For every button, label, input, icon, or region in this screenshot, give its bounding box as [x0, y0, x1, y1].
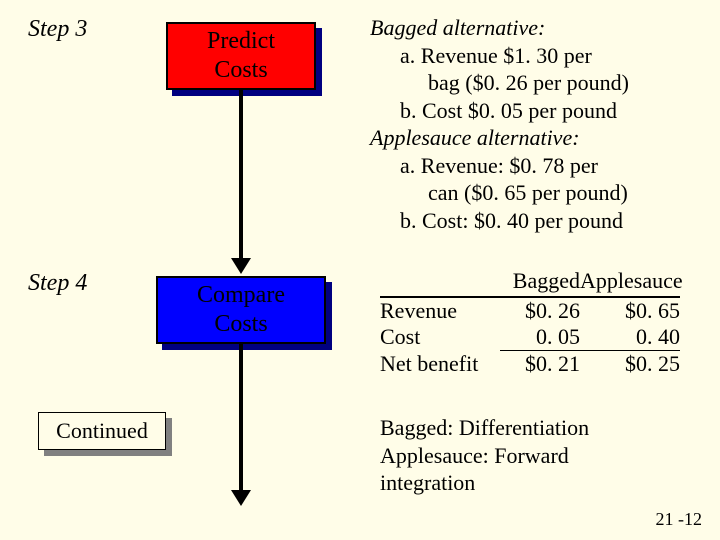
- bagged-b: b. Cost $0. 05 per pound: [370, 97, 710, 125]
- apple-a-line2: can ($0. 65 per pound): [370, 179, 710, 207]
- slide-number: 21 -12: [656, 509, 703, 530]
- step-3-label: Step 3: [28, 16, 87, 43]
- compare-line1: Compare: [197, 281, 285, 310]
- arrow-shaft-1: [239, 90, 243, 260]
- conclusion-line3: integration: [380, 469, 710, 497]
- table-cell-apple: $0. 25: [580, 351, 680, 377]
- arrow-compare-down: [231, 344, 251, 506]
- predict-line2: Costs: [214, 56, 267, 85]
- table-cell-apple: 0. 40: [580, 324, 680, 351]
- continued-label: Continued: [56, 418, 148, 444]
- table-cell-label: Net benefit: [380, 351, 500, 377]
- table-cell-apple: $0. 65: [580, 298, 680, 324]
- comparison-table: Bagged Applesauce Revenue $0. 26 $0. 65 …: [380, 268, 680, 377]
- arrow-predict-compare: [231, 90, 251, 274]
- compare-face: Compare Costs: [156, 276, 326, 344]
- table-cell-label: Cost: [380, 324, 500, 351]
- continued-box: Continued: [38, 412, 166, 450]
- bagged-a-line2: bag ($0. 26 per pound): [370, 69, 710, 97]
- table-header-row: Bagged Applesauce: [380, 268, 680, 298]
- table-row: Cost 0. 05 0. 40: [380, 324, 680, 351]
- table-hdr-apple: Applesauce: [580, 268, 680, 294]
- bagged-a-line1: a. Revenue $1. 30 per: [370, 42, 710, 70]
- predict-line1: Predict: [207, 27, 275, 56]
- alternatives-text: Bagged alternative: a. Revenue $1. 30 pe…: [370, 14, 710, 234]
- table-hdr-bagged: Bagged: [500, 268, 580, 294]
- compare-line2: Costs: [214, 310, 267, 339]
- apple-heading: Applesauce alternative:: [370, 124, 710, 152]
- predict-costs-box: Predict Costs: [166, 22, 316, 90]
- table-row: Revenue $0. 26 $0. 65: [380, 298, 680, 324]
- table-cell-bagged: $0. 26: [500, 298, 580, 324]
- table-cell-label: Revenue: [380, 298, 500, 324]
- conclusion-line2: Applesauce: Forward: [380, 442, 710, 470]
- conclusion-text: Bagged: Differentiation Applesauce: Forw…: [380, 414, 710, 497]
- bagged-heading: Bagged alternative:: [370, 14, 710, 42]
- arrow-shaft-2: [239, 344, 243, 492]
- predict-face: Predict Costs: [166, 22, 316, 90]
- continued-face: Continued: [38, 412, 166, 450]
- apple-b: b. Cost: $0. 40 per pound: [370, 207, 710, 235]
- table-row: Net benefit $0. 21 $0. 25: [380, 351, 680, 377]
- apple-a-line1: a. Revenue: $0. 78 per: [370, 152, 710, 180]
- conclusion-line1: Bagged: Differentiation: [380, 414, 710, 442]
- compare-costs-box: Compare Costs: [156, 276, 326, 344]
- table-cell-bagged: 0. 05: [500, 324, 580, 351]
- arrow-head-2: [231, 490, 251, 506]
- step-4-label: Step 4: [28, 270, 87, 297]
- table-cell-bagged: $0. 21: [500, 351, 580, 377]
- arrow-head-1: [231, 258, 251, 274]
- table-hdr-blank: [380, 268, 500, 294]
